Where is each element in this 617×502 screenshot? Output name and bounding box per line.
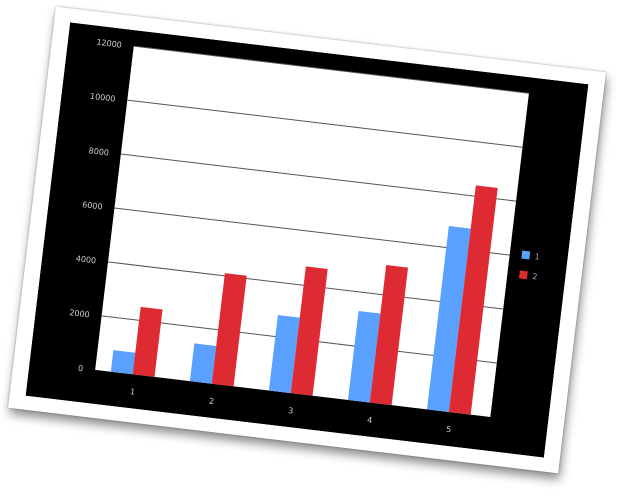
y-tick-label-5: 10000: [90, 92, 116, 104]
bar-series-2-category-5: [448, 185, 498, 415]
grid-line-6: [133, 45, 529, 94]
grid-line-5: [127, 99, 523, 148]
y-axis-ticks: 0 2000 4000 6000 8000 10000 12000: [69, 38, 122, 374]
bar-series-2-category-4: [369, 265, 409, 406]
bar-series-2-category-2: [211, 273, 247, 387]
grid-line-3: [114, 207, 510, 256]
legend: 12: [518, 250, 540, 282]
x-tick-label-5: 5: [446, 425, 452, 435]
y-tick-label-0: 0: [78, 364, 84, 374]
bars: [110, 185, 498, 415]
bar-series-2-category-1: [132, 306, 163, 377]
bar-series-1-category-5: [426, 225, 471, 413]
x-tick-label-2: 2: [209, 397, 215, 407]
x-tick-label-3: 3: [288, 406, 294, 416]
x-tick-label-4: 4: [367, 415, 373, 425]
legend-swatch-2: [518, 270, 528, 280]
bar-series-1-category-3: [268, 315, 300, 394]
y-tick-label-6: 12000: [96, 38, 122, 50]
legend-swatch-1: [521, 250, 531, 260]
y-tick-label-1: 2000: [69, 308, 90, 319]
grid-line-4: [120, 153, 517, 202]
x-tick-label-1: 1: [130, 387, 136, 397]
bar-series-1-category-4: [347, 310, 381, 403]
legend-label-2: 2: [532, 272, 538, 282]
bar-series-1-category-1: [110, 350, 136, 375]
legend-label-1: 1: [534, 252, 540, 262]
bar-series-2-category-3: [290, 266, 328, 396]
x-axis-ticks: 1 2 3 4 5: [130, 387, 452, 434]
y-tick-label-3: 6000: [82, 200, 103, 211]
y-tick-label-2: 4000: [75, 254, 96, 265]
bar-series-1-category-2: [189, 343, 217, 384]
y-tick-label-4: 8000: [88, 146, 109, 157]
